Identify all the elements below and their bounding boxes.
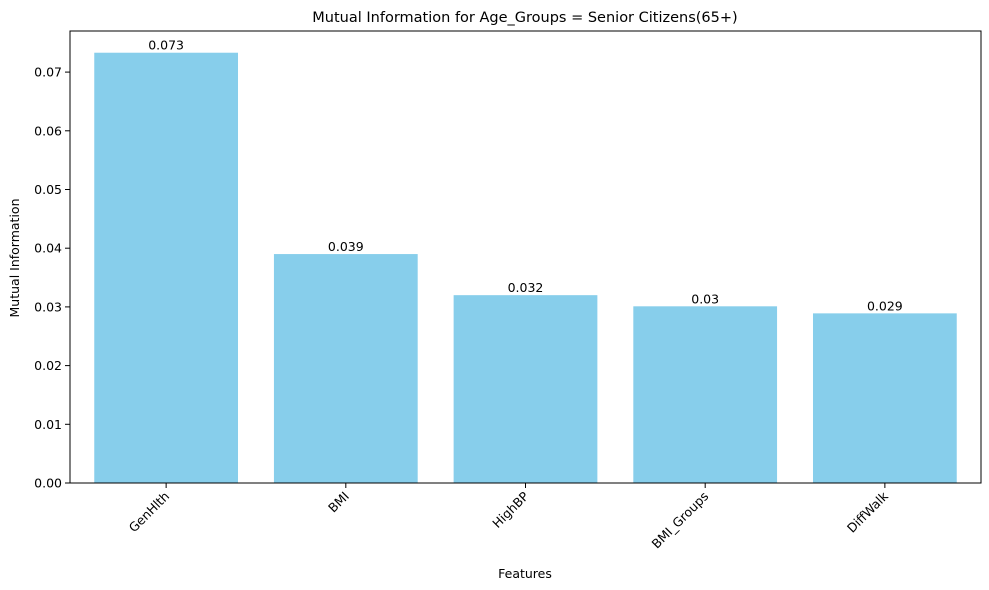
bar-genhlth	[94, 52, 239, 483]
bar-highbp	[453, 295, 598, 483]
y-tick-label: 0.04	[34, 241, 62, 256]
y-tick-label: 0.00	[34, 476, 62, 491]
y-tick-label: 0.01	[34, 417, 62, 432]
data-label: 0.032	[508, 280, 544, 295]
data-label: 0.073	[148, 38, 184, 53]
x-tick-label: DiffWalk	[844, 488, 892, 536]
data-label: 0.039	[328, 239, 364, 254]
x-tick-label: BMI_Groups	[648, 489, 711, 552]
axes-frame	[69, 30, 982, 484]
plot-area: 0.073 GenHlth 0.039 BMI 0.032 HighBP 0.03 BMI_G…	[34, 30, 982, 552]
chart-title: Mutual Information for Age_Groups = Seni…	[312, 10, 737, 26]
bar-bmi	[273, 254, 418, 483]
data-label: 0.029	[867, 298, 903, 313]
x-axis-label: Features	[498, 566, 552, 581]
bar-bmi_groups	[633, 306, 778, 483]
y-tick-label: 0.06	[34, 123, 62, 138]
data-label: 0.03	[691, 291, 719, 306]
bar-diffwalk	[812, 313, 957, 483]
y-tick-label: 0.03	[34, 299, 62, 314]
x-tick-label: GenHlth	[126, 489, 173, 536]
y-axis-label: Mutual Information	[7, 199, 22, 318]
y-tick-label: 0.02	[34, 358, 62, 373]
x-tick-label: BMI	[325, 489, 352, 516]
y-tick-label: 0.07	[34, 65, 62, 80]
y-tick-label: 0.05	[34, 182, 62, 197]
x-tick-label: HighBP	[489, 488, 532, 531]
